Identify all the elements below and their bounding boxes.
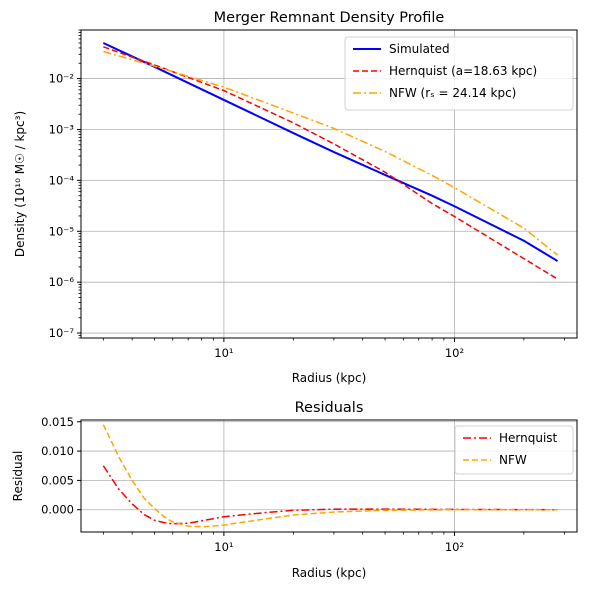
y-tick-label: 0.005 <box>41 473 74 487</box>
plot-frame <box>80 419 578 533</box>
x-ticks: 10¹ 10² <box>102 532 565 554</box>
legend: Hernquist NFW <box>454 425 574 475</box>
legend-label: NFW <box>499 453 527 467</box>
plot-frame <box>80 29 578 339</box>
series-line-1 <box>102 424 558 528</box>
series-line-2 <box>103 50 559 256</box>
legend: Simulated Hernquist (a=18.63 kpc) NFW (rₛ … <box>344 36 574 111</box>
legend-label: Hernquist (a=18.63 kpc) <box>389 64 537 78</box>
y-ticks: 0.000 0.005 0.010 0.015 <box>41 415 81 517</box>
series-line-0 <box>102 42 559 262</box>
legend-box <box>344 36 574 111</box>
residuals-chart: Residuals 10¹ 10² 0.000 0.005 0.010 0.015 Ra… <box>11 400 578 580</box>
series-line-1 <box>103 46 558 280</box>
y-tick-label: 0.010 <box>41 444 74 458</box>
chart-title: Residuals <box>295 400 364 416</box>
y-tick-label: 0.015 <box>41 415 74 429</box>
density-profile-chart: Merger Remnant Density Profile 10¹ 10² 10… <box>13 10 578 385</box>
x-tick-label: 10¹ <box>214 540 233 554</box>
y-tick-label: 10⁻⁷ <box>49 326 75 340</box>
x-ticks: 10¹ 10² <box>102 338 565 360</box>
y-tick-label: 10⁻⁴ <box>49 173 75 187</box>
x-tick-label: 10² <box>445 346 464 360</box>
x-tick-label: 10¹ <box>214 346 233 360</box>
y-axis-label: Residual <box>11 451 25 502</box>
y-axis-label: Density (10¹⁰ M☉ / kpc³) <box>13 111 27 257</box>
chart-title: Merger Remnant Density Profile <box>214 10 445 26</box>
x-axis-label: Radius (kpc) <box>292 371 367 385</box>
x-axis-label: Radius (kpc) <box>292 566 367 580</box>
legend-label: Simulated <box>389 42 450 56</box>
y-tick-label: 10⁻⁵ <box>49 224 75 238</box>
y-tick-label: 0.000 <box>41 503 74 517</box>
y-tick-label: 10⁻² <box>49 72 74 86</box>
y-tick-label: 10⁻³ <box>49 122 75 136</box>
x-tick-label: 10² <box>445 540 464 554</box>
series-lines <box>102 424 558 528</box>
series-line-0 <box>102 465 558 525</box>
y-ticks: 10⁻⁷ 10⁻⁶ 10⁻⁵ 10⁻⁴ 10⁻³ 10⁻² <box>49 29 81 340</box>
series-lines <box>102 42 559 280</box>
legend-label: NFW (rₛ = 24.14 kpc) <box>389 86 516 100</box>
y-tick-label: 10⁻⁶ <box>49 275 75 289</box>
legend-label: Hernquist <box>499 431 558 445</box>
